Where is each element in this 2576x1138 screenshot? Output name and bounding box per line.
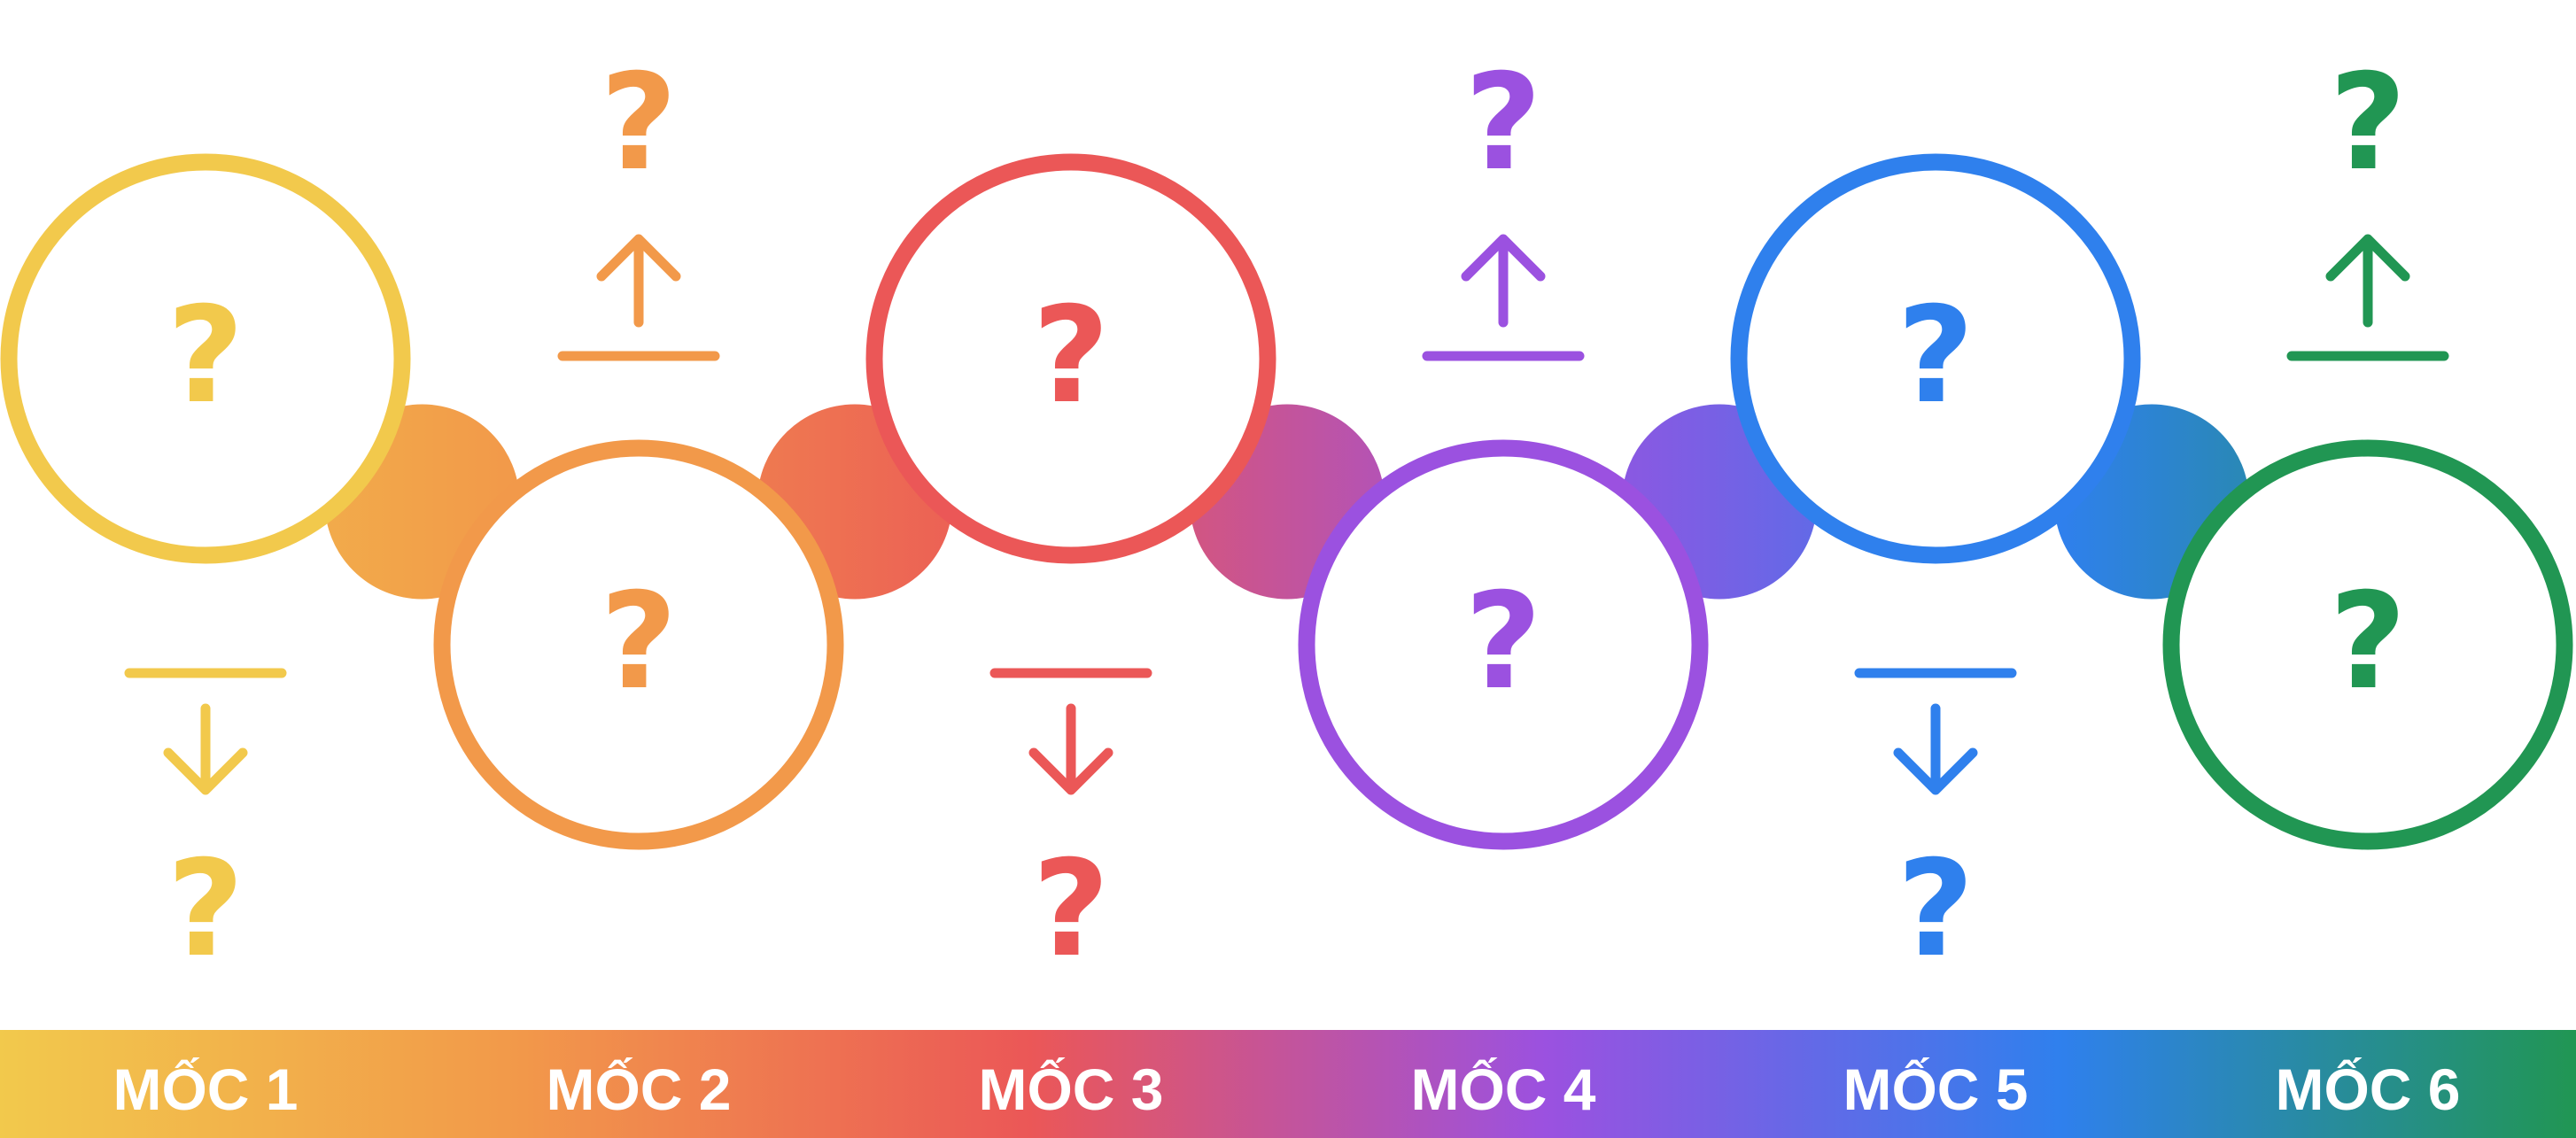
milestone-notes: ?????? [124, 46, 2449, 987]
up-arrow-icon [1461, 234, 1546, 328]
milestone-circle-5 [1730, 153, 2141, 564]
milestone-circle-text-5: ? [1897, 279, 1974, 433]
milestone-note-text-1: ? [167, 832, 244, 987]
up-arrow-icon [2325, 234, 2410, 328]
milestone-note-text-2: ? [600, 46, 677, 200]
milestone-circle-text-2: ? [600, 565, 677, 719]
milestone-circle-text-6: ? [2329, 565, 2406, 719]
milestone-bar [0, 1030, 2576, 1138]
milestone-label-6: MỐC 6 [2275, 1057, 2460, 1122]
milestone-circle-text-3: ? [1032, 279, 1109, 433]
milestone-note-text-3: ? [1032, 832, 1109, 987]
milestone-label-5: MỐC 5 [1843, 1057, 2028, 1122]
milestone-note-text-5: ? [1897, 832, 1974, 987]
milestone-circle-1 [0, 153, 411, 564]
milestone-circle-text-4: ? [1464, 565, 1541, 719]
milestone-circle-4 [1298, 439, 1709, 850]
milestone-label-1: MỐC 1 [113, 1057, 298, 1122]
milestone-note-text-4: ? [1464, 46, 1541, 200]
milestone-circle-text-1: ? [167, 279, 244, 433]
down-arrow-icon [163, 703, 248, 795]
milestone-label-2: MỐC 2 [546, 1057, 731, 1122]
milestone-circles: ?????? [0, 153, 2573, 850]
milestone-bar-labels: MỐC 1 MỐC 2 MỐC 3 MỐC 4 MỐC 5 MỐC 6 [113, 1057, 2460, 1122]
down-arrow-icon [1893, 703, 1978, 795]
milestone-label-4: MỐC 4 [1410, 1057, 1595, 1122]
milestone-label-3: MỐC 3 [978, 1057, 1163, 1122]
down-arrow-icon [1028, 703, 1113, 795]
up-arrow-icon [596, 234, 681, 328]
milestone-circle-6 [2162, 439, 2573, 850]
milestone-circle-2 [433, 439, 844, 850]
milestone-circle-3 [865, 153, 1276, 564]
milestone-note-text-6: ? [2329, 46, 2406, 200]
